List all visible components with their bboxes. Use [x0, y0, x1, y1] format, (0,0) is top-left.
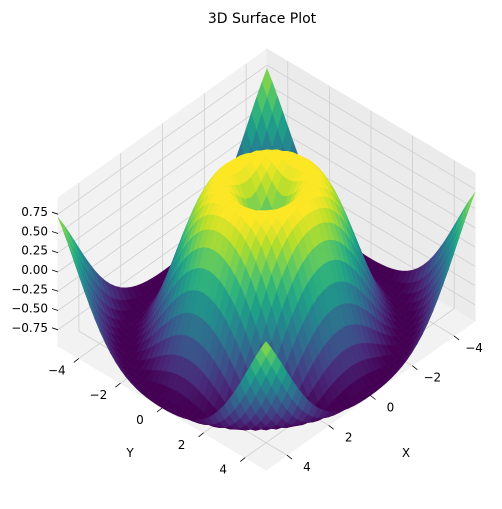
z-tick	[51, 211, 59, 215]
z-tick	[51, 308, 59, 311]
z-tick-label: 0.00	[21, 263, 48, 277]
z-tick-label: 0.25	[21, 244, 48, 258]
z-tick-label: −0.75	[11, 321, 48, 335]
y-tick-label: 2	[178, 438, 186, 452]
surface-mesh	[57, 67, 476, 431]
z-tick	[51, 269, 59, 273]
x-tick	[370, 395, 376, 400]
y-tick	[156, 407, 163, 413]
x-tick-label: −2	[423, 371, 441, 385]
z-tick	[51, 231, 59, 234]
y-axis-label: Y	[125, 446, 134, 460]
x-tick	[286, 454, 293, 460]
y-tick-label: 4	[219, 463, 227, 477]
y-tick	[73, 358, 80, 363]
x-tick	[453, 335, 460, 341]
z-grid-wall-a	[266, 84, 476, 209]
z-grid-wall-b	[57, 103, 268, 254]
surface-patch	[260, 341, 272, 358]
tick-marks: −4 −2 0 2 4 −4 −2 0 2 4 −0.75 −0.50 −0.25 0.00 0.25 0.5…	[11, 205, 483, 476]
x-axis-label: X	[402, 446, 410, 460]
z-tick-label: −0.25	[11, 282, 48, 296]
z-tick	[51, 250, 59, 254]
z-grid-wall-b	[57, 64, 268, 215]
z-grid-wall-a	[266, 103, 476, 229]
x-tick-label: −4	[465, 341, 483, 355]
y-tick-label: 0	[136, 413, 144, 427]
z-tick-label: 0.50	[21, 225, 48, 239]
z-tick	[51, 327, 59, 331]
z-tick-label: 0.75	[21, 205, 48, 219]
y-tick-label: −4	[48, 363, 66, 377]
y-tick	[239, 457, 246, 462]
x-tick-label: 4	[303, 460, 311, 474]
chart-title: 3D Surface Plot	[208, 11, 317, 27]
x-tick-label: 0	[387, 401, 395, 415]
z-grid-wall-b	[57, 84, 268, 234]
x-tick	[328, 424, 334, 430]
x-tick-label: 2	[345, 430, 353, 444]
z-grid-wall-a	[266, 122, 476, 248]
y-tick-label: −2	[90, 388, 108, 402]
z-tick	[51, 288, 59, 292]
y-tick	[198, 432, 204, 438]
x-tick	[412, 365, 418, 371]
z-grid-wall-b	[57, 122, 268, 273]
z-tick-label: −0.50	[11, 302, 48, 316]
z-grid-wall-a	[266, 64, 476, 190]
y-tick	[115, 382, 121, 388]
